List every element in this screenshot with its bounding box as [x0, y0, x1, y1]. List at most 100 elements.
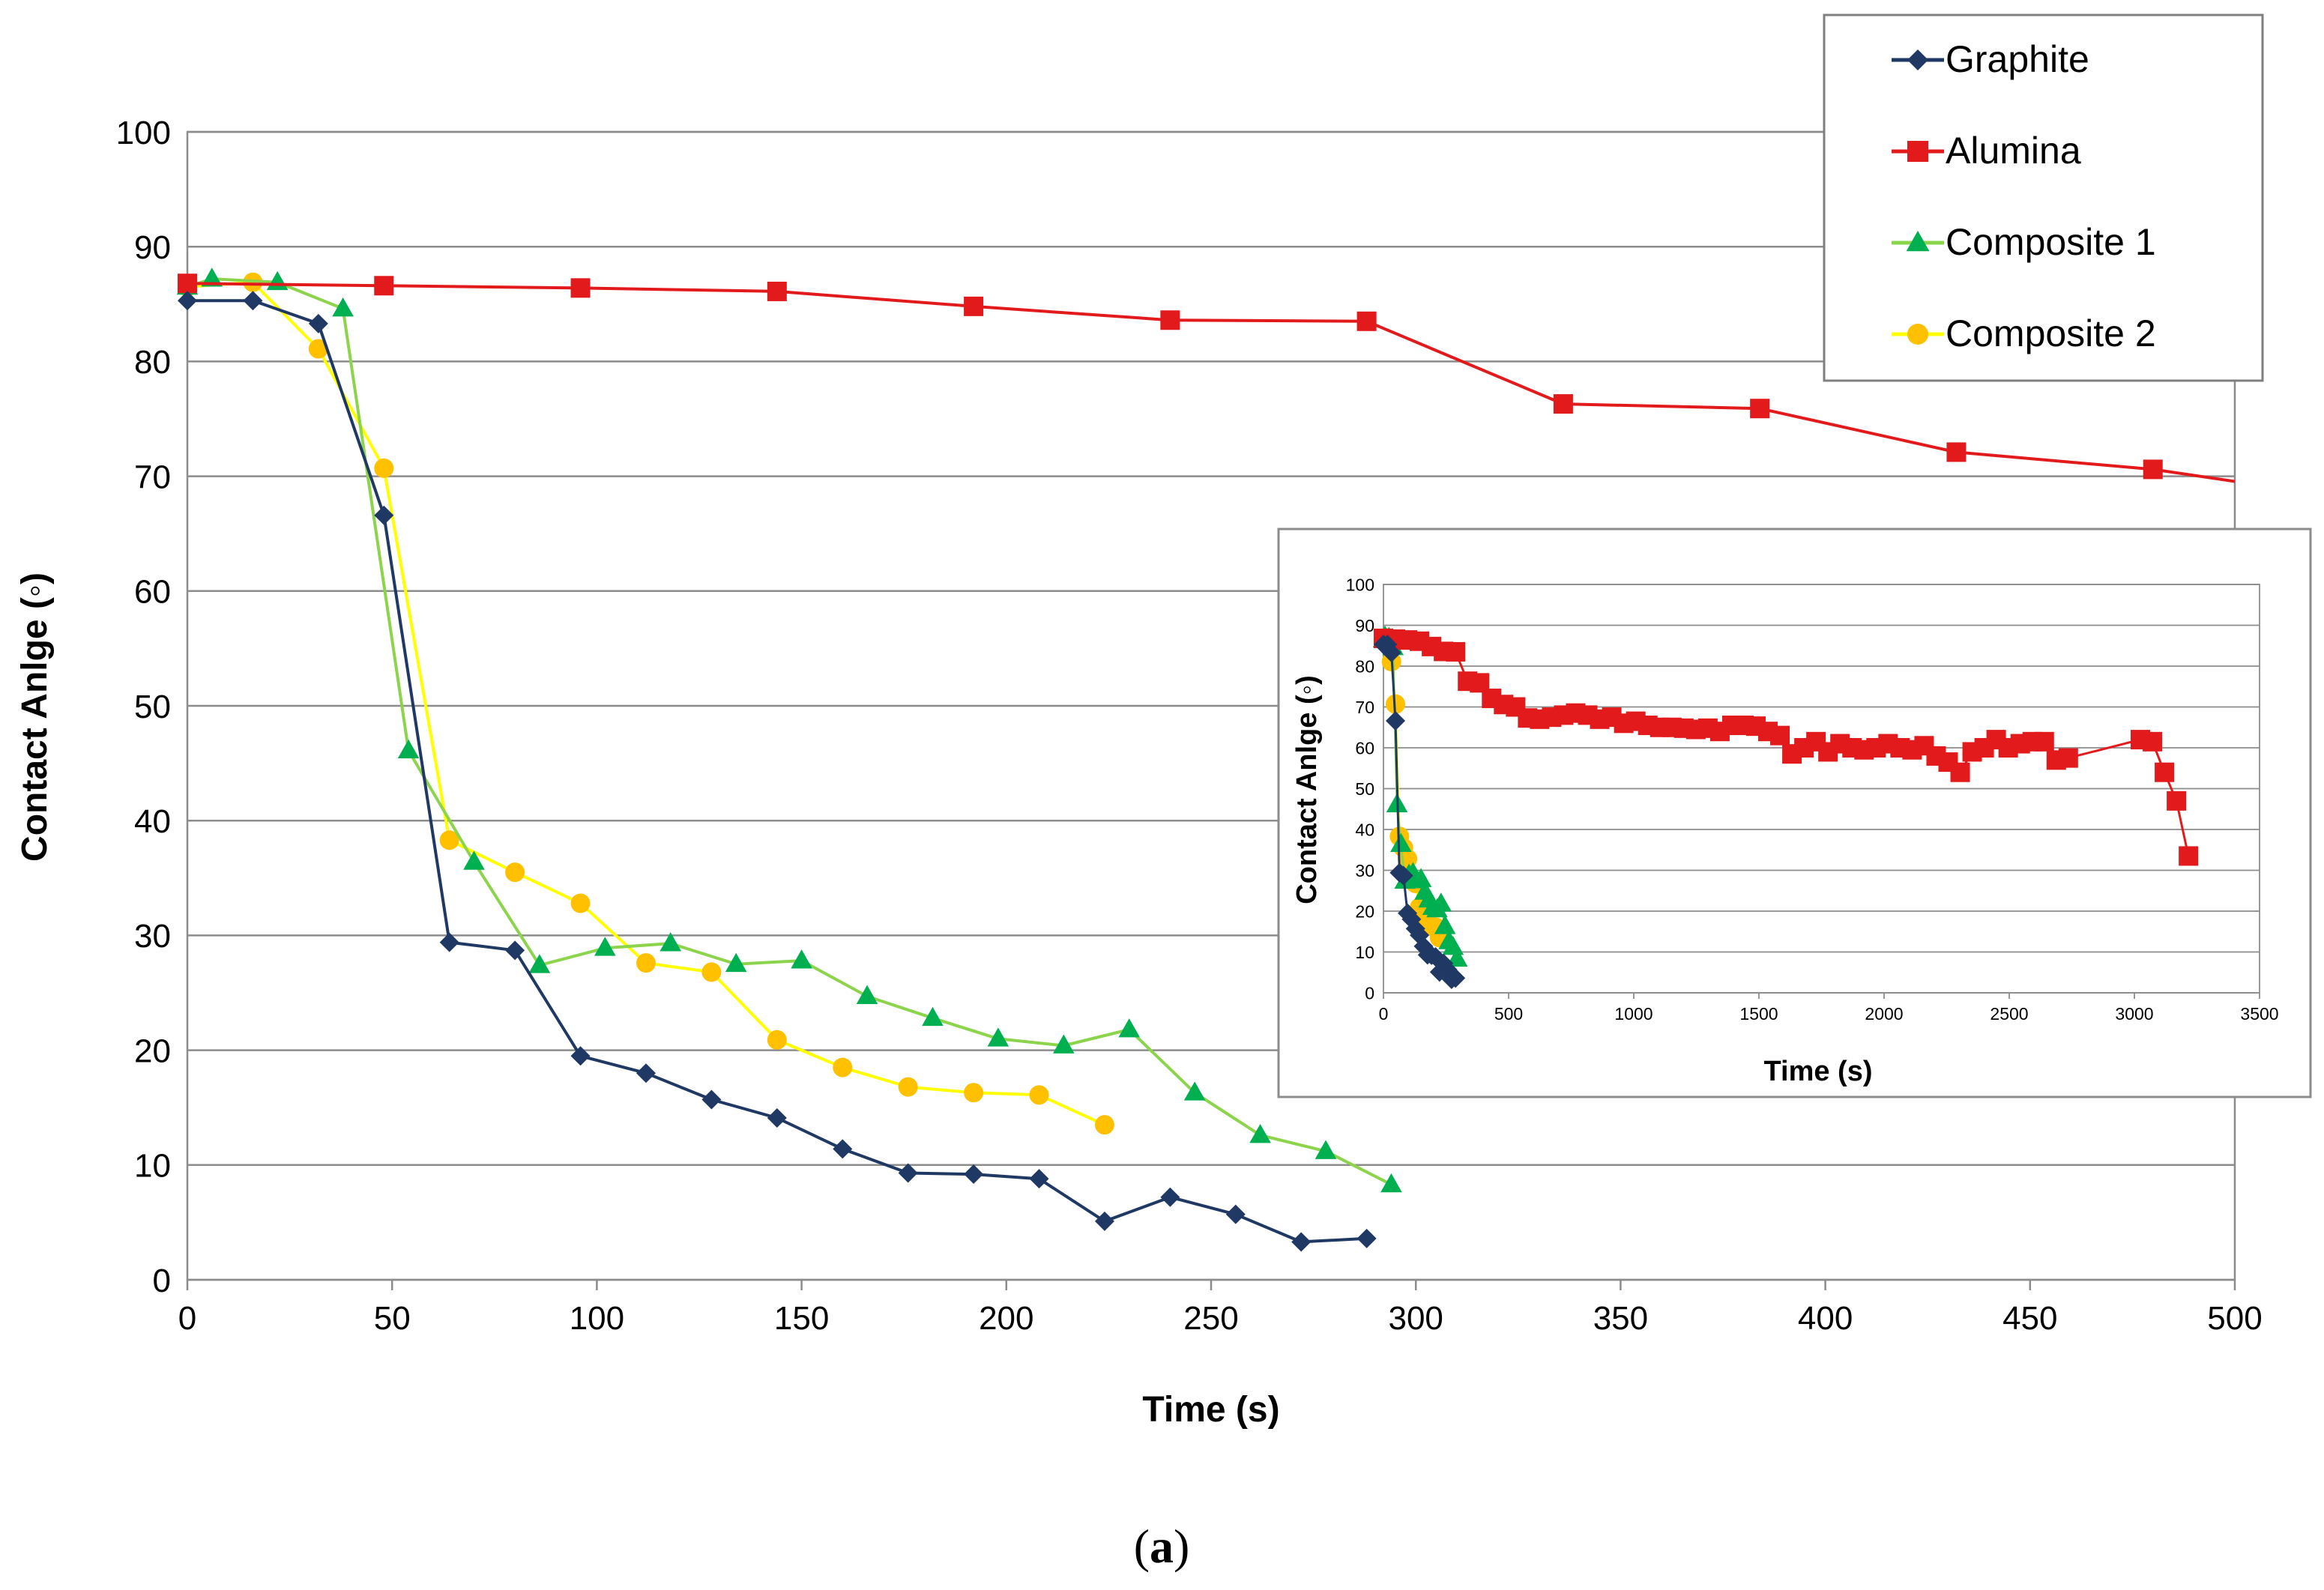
inset-y-tick-label: 0: [1365, 983, 1374, 1003]
main-point-composite-1: [332, 297, 354, 317]
main-point-alumina: [374, 276, 394, 296]
inset-x-tick-label: 2000: [1865, 1004, 1903, 1024]
main-series-alumina: [178, 273, 2235, 483]
main-point-alumina: [964, 296, 984, 316]
inset-x-tick-label: 2500: [1990, 1004, 2028, 1024]
main-x-tick-label: 200: [979, 1300, 1033, 1337]
main-x-tick-label: 100: [570, 1300, 624, 1337]
inset-y-tick-label: 60: [1355, 738, 1374, 758]
main-point-graphite: [570, 1046, 591, 1066]
inset-y-tick-label: 50: [1355, 779, 1374, 799]
inset-point-composite-1: [1434, 915, 1456, 934]
main-x-tick-label: 150: [774, 1300, 829, 1337]
inset-point-alumina: [2167, 791, 2187, 811]
inset-y-tick-label: 30: [1355, 861, 1374, 880]
main-point-composite-1: [397, 739, 420, 759]
inset-point-graphite: [1393, 865, 1413, 886]
main-y-tick-label: 0: [153, 1263, 171, 1299]
main-point-composite-1: [463, 850, 485, 870]
main-point-composite-2: [1094, 1115, 1114, 1135]
main-point-composite-2: [964, 1083, 984, 1103]
main-series-graphite: [178, 291, 1377, 1252]
main-point-composite-1: [528, 954, 551, 973]
main-y-tick-label: 20: [134, 1033, 171, 1069]
inset-point-graphite: [1386, 711, 1406, 731]
inset-y-tick-label: 80: [1355, 656, 1374, 676]
main-point-composite-1: [987, 1027, 1009, 1047]
main-point-composite-1: [1118, 1018, 1141, 1038]
main-point-alumina: [1750, 399, 1770, 419]
main-x-tick-label: 250: [1183, 1300, 1238, 1337]
inset-y-axis-title: Contact Anlge (◦): [1291, 675, 1323, 904]
main-point-composite-1: [1052, 1034, 1075, 1054]
main-line-composite-2: [187, 280, 1105, 1127]
main-y-tick-label: 10: [134, 1148, 171, 1185]
main-y-tick-label: 40: [134, 803, 171, 840]
main-point-composite-1: [791, 949, 812, 969]
main-point-composite-1: [594, 937, 616, 956]
main-y-tick-label: 90: [134, 229, 171, 266]
main-x-tick-label: 300: [1388, 1300, 1443, 1337]
main-point-composite-2: [833, 1057, 853, 1077]
inset-point-alumina: [2155, 762, 2175, 782]
main-point-composite-2: [570, 893, 591, 913]
main-point-graphite: [1225, 1204, 1246, 1224]
inset-point-alumina: [2034, 731, 2054, 752]
main-point-composite-2: [898, 1077, 918, 1097]
main-point-composite-2: [308, 339, 328, 359]
caption-letter: a: [1150, 1520, 1174, 1573]
legend: Graphite Alumina Composite 1 Composite 2: [1823, 13, 2264, 382]
inset-y-tick-label: 100: [1346, 575, 1374, 594]
legend-label-graphite: Graphite: [1946, 38, 2089, 80]
legend-label-composite-2: Composite 2: [1946, 312, 2156, 354]
main-line-graphite: [187, 299, 1367, 1244]
main-y-tick-label: 70: [134, 459, 171, 495]
legend-marker-graphite: [1907, 49, 1928, 70]
main-plot-axes: Time (s) Contact Anlge (◦): [15, 572, 1280, 1430]
caption-text: (a): [1134, 1520, 1190, 1573]
main-point-composite-2: [701, 962, 722, 982]
main-x-tick-label: 0: [178, 1300, 196, 1337]
main-point-graphite: [964, 1164, 984, 1185]
inset-point-graphite: [1381, 643, 1401, 663]
main-point-graphite: [636, 1063, 656, 1083]
inset-x-tick-label: 0: [1379, 1004, 1389, 1024]
main-point-graphite: [767, 1107, 787, 1128]
main-point-alumina: [178, 273, 197, 294]
inset-point-alumina: [2179, 846, 2199, 866]
inset-point-graphite: [1446, 968, 1466, 988]
main-point-alumina: [1160, 310, 1180, 330]
main-point-graphite: [833, 1139, 853, 1159]
main-point-alumina: [2143, 459, 2163, 480]
main-y-tick-label: 50: [134, 689, 171, 725]
main-point-graphite: [1291, 1232, 1312, 1252]
legend-box: [1823, 13, 2264, 382]
main-point-graphite: [505, 940, 525, 961]
inset-y-tick-label: 10: [1355, 943, 1374, 962]
main-point-composite-1: [922, 1006, 944, 1027]
main-y-tick-label: 100: [116, 115, 171, 151]
main-series-composite-2: [178, 272, 1114, 1135]
figure-caption: (a): [1134, 1520, 1190, 1573]
main-x-axis-title: Time (s): [1142, 1390, 1279, 1430]
inset-frame: [1277, 528, 2312, 1098]
main-point-composite-1: [856, 985, 878, 1004]
main-point-graphite: [308, 313, 328, 333]
main-point-graphite: [1029, 1169, 1049, 1189]
inset-y-tick-label: 40: [1355, 820, 1374, 839]
main-point-composite-2: [767, 1030, 787, 1050]
inset-plot-frame: [1383, 584, 2260, 994]
main-point-alumina: [1946, 442, 1967, 462]
inset-y-tick-label: 90: [1355, 616, 1374, 635]
main-point-composite-2: [439, 830, 459, 850]
inset-series-graphite: [1374, 635, 1466, 990]
main-point-composite-1: [1249, 1124, 1271, 1143]
inset-x-tick-label: 500: [1494, 1004, 1523, 1024]
inset-x-tick-label: 3500: [2240, 1004, 2278, 1024]
main-point-alumina: [570, 278, 591, 298]
inset-x-axis-title: Time (s): [1763, 1056, 1872, 1087]
main-x-tick-label: 350: [1593, 1300, 1648, 1337]
main-point-composite-1: [725, 952, 747, 973]
